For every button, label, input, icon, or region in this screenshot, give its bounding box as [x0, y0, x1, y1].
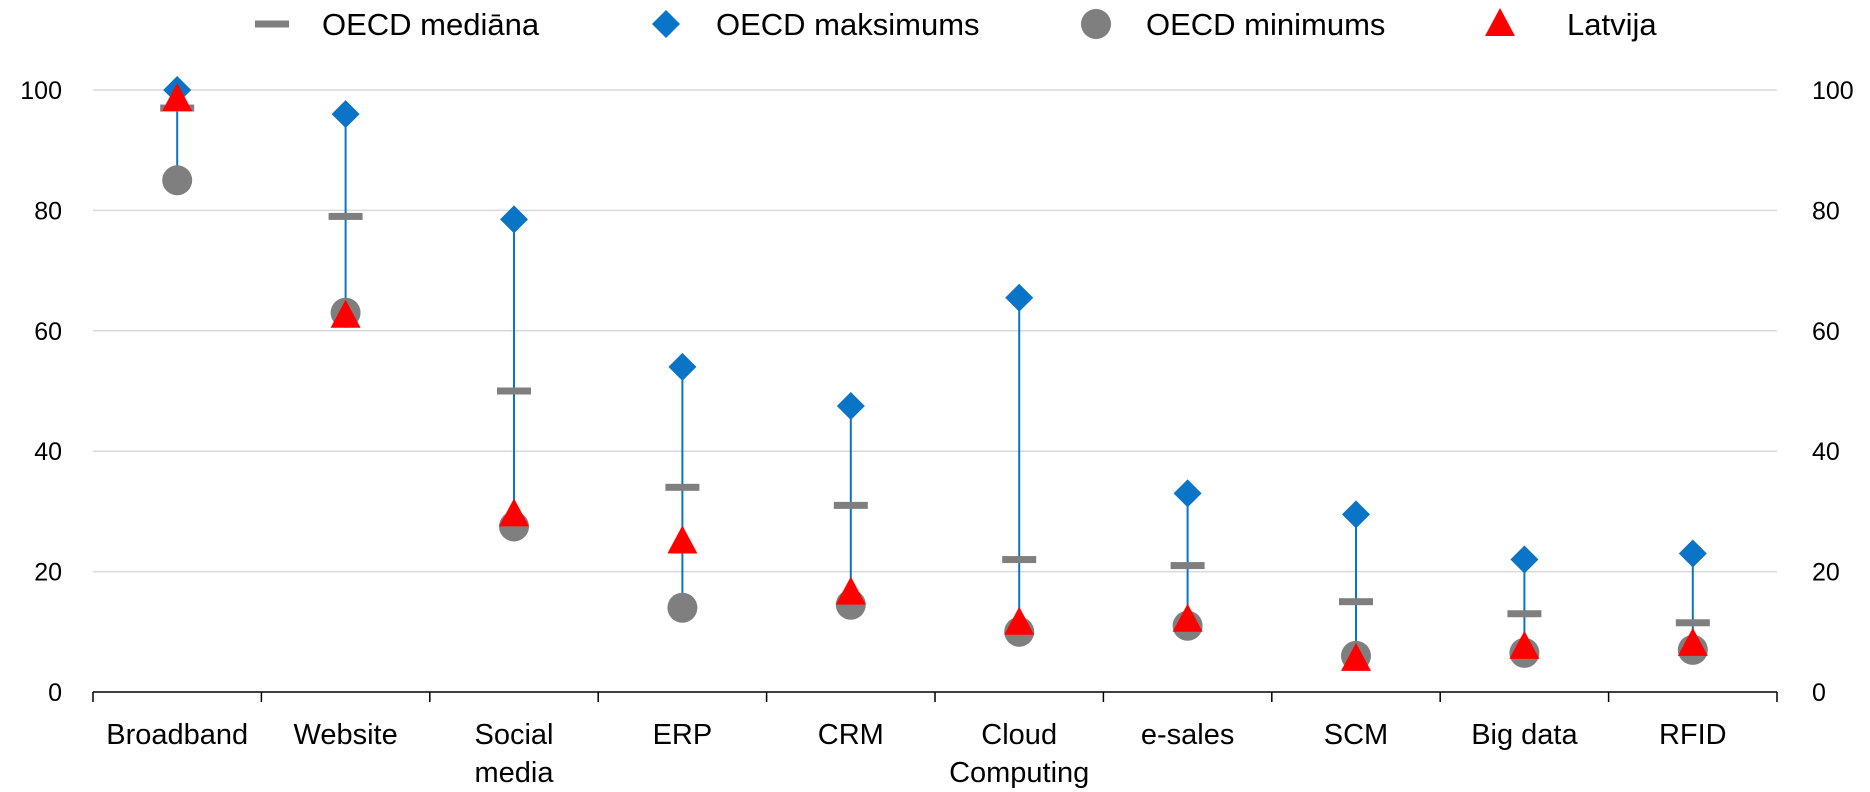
- y-tick-label-right: 0: [1812, 679, 1826, 707]
- latvija-point: [1677, 627, 1708, 656]
- x-category-label: Website: [293, 719, 397, 751]
- y-tick-label-left: 80: [34, 197, 62, 225]
- x-category-label: Social: [475, 719, 554, 751]
- x-category-label: Broadband: [106, 719, 248, 751]
- oecd-median-mark: [665, 483, 700, 491]
- latvija-point: [1004, 606, 1035, 635]
- gridlines: [93, 89, 1777, 573]
- oecd-median-mark: [1170, 562, 1205, 570]
- data-markers: [160, 76, 1710, 671]
- latvija-point: [162, 83, 193, 112]
- oecd-median-mark: [497, 387, 531, 395]
- oecd-median-mark: [833, 501, 868, 509]
- oecd-maximum-point: [836, 392, 865, 421]
- legend-minimum-marker: [1081, 9, 1111, 39]
- legend-latvija-marker: [1485, 8, 1515, 36]
- y-tick-label-right: 100: [1812, 77, 1854, 105]
- oecd-minimum-point: [667, 592, 698, 623]
- latvija-point: [1341, 642, 1371, 671]
- y-tick-label-left: 0: [48, 679, 62, 707]
- y-tick-label-left: 40: [34, 438, 62, 466]
- legend-maximum-marker: [652, 10, 680, 38]
- x-category-label: ERP: [653, 719, 713, 751]
- x-category-label: CRM: [818, 719, 884, 751]
- latvija-point: [667, 525, 698, 554]
- oecd-median-mark: [1507, 610, 1542, 618]
- latvija-point: [499, 498, 529, 527]
- x-axis-categories: Broadband Website Social media ERP CRM Cloud Co…: [106, 719, 1726, 789]
- y-tick-label-right: 60: [1812, 318, 1840, 346]
- axes: [92, 691, 1778, 702]
- oecd-maximum-point: [331, 100, 360, 129]
- oecd-maximum-point: [1173, 479, 1202, 508]
- oecd-maximum-point: [500, 205, 528, 234]
- y-axis-left-ticks: 0 20 40 60 80 100: [20, 77, 62, 707]
- oecd-median-mark: [1675, 619, 1710, 627]
- x-category-label: Cloud: [981, 719, 1057, 751]
- legend-minimum-label: OECD minimums: [1146, 7, 1385, 42]
- x-category-label: e-sales: [1141, 719, 1235, 751]
- oecd-maximum-point: [668, 352, 697, 381]
- oecd-maximum-point: [1342, 500, 1370, 529]
- latvija-point: [330, 299, 361, 328]
- legend-latvija-label: Latvija: [1567, 7, 1657, 42]
- x-category-label: Computing: [949, 757, 1089, 789]
- legend: OECD mediāna OECD maksimums OECD minimums L…: [255, 7, 1657, 42]
- y-tick-label-left: 60: [34, 318, 62, 346]
- y-tick-label-right: 80: [1812, 197, 1840, 225]
- latvija-point: [1509, 630, 1540, 659]
- y-tick-label-left: 100: [20, 77, 62, 105]
- latvija-point: [1172, 603, 1203, 632]
- oecd-median-mark: [1002, 556, 1037, 564]
- y-tick-label-right: 40: [1812, 438, 1840, 466]
- x-category-label: RFID: [1659, 719, 1727, 751]
- latvija-point: [835, 576, 866, 605]
- oecd-median-mark: [328, 212, 363, 220]
- x-category-label: Big data: [1471, 719, 1578, 751]
- legend-median-marker: [255, 20, 289, 28]
- legend-median-label: OECD mediāna: [322, 7, 540, 42]
- oecd-maximum-point: [1678, 539, 1707, 568]
- oecd-minimum-point: [162, 165, 193, 196]
- oecd-maximum-point: [1005, 283, 1034, 312]
- y-axis-right-ticks: 0 20 40 60 80 100: [1812, 77, 1854, 707]
- y-tick-label-right: 20: [1812, 559, 1840, 587]
- oecd-median-mark: [1339, 598, 1373, 606]
- x-category-label: SCM: [1324, 719, 1388, 751]
- y-tick-label-left: 20: [34, 559, 62, 587]
- oecd-maximum-point: [1510, 545, 1539, 574]
- x-category-label: media: [475, 757, 555, 789]
- legend-maximum-label: OECD maksimums: [716, 7, 980, 42]
